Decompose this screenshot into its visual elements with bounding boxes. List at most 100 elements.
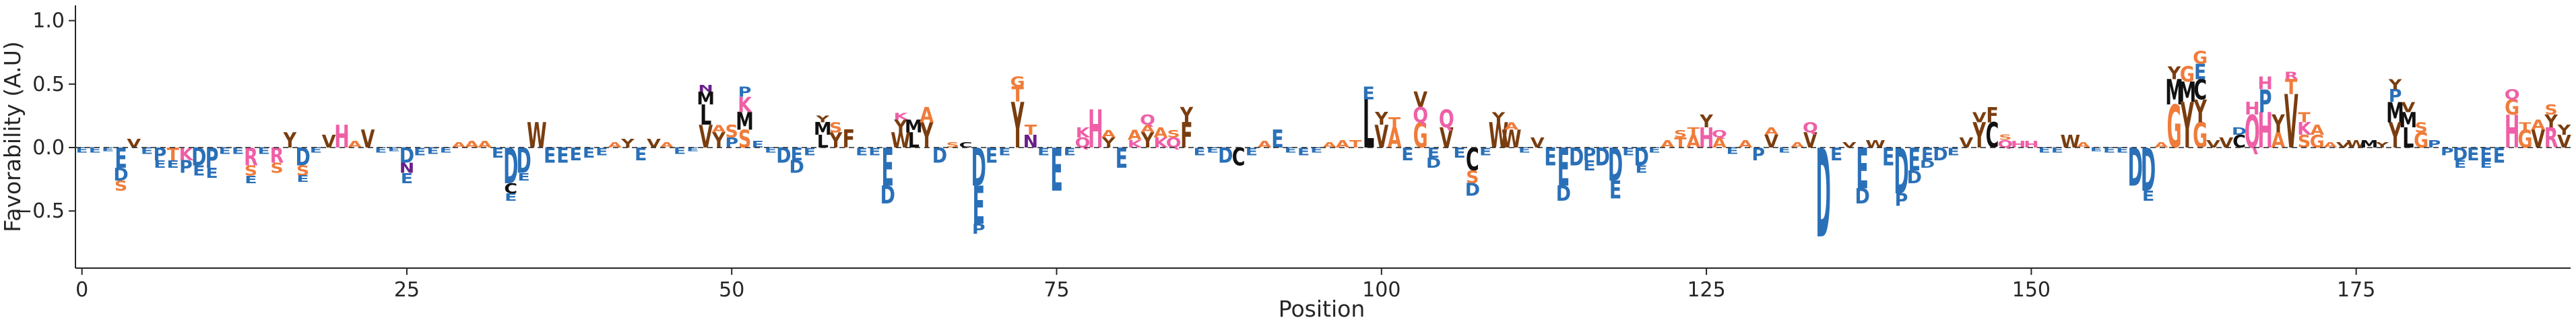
- logo-letter: A: [1140, 123, 1155, 135]
- logo-letter: E: [856, 146, 868, 158]
- x-tick-label: 100: [1362, 278, 1400, 302]
- logo-letter: M: [905, 117, 923, 137]
- logo-letter: E: [752, 139, 764, 150]
- logo-letter: Q: [1712, 129, 1727, 141]
- logo-letter: E: [193, 163, 205, 179]
- logo-letter: D: [516, 141, 531, 181]
- logo-letter: C: [1986, 115, 1999, 156]
- logo-letter: S: [738, 125, 751, 154]
- logo-letter: A: [712, 123, 726, 135]
- logo-letter: V: [1960, 135, 1974, 151]
- logo-letter: E: [544, 143, 556, 168]
- logo-letter: P: [179, 158, 193, 177]
- logo-letter: P: [1895, 191, 1908, 210]
- logo-letter: S: [2414, 119, 2427, 135]
- logo-letter: W: [1502, 125, 1522, 154]
- logo-letter: L: [1363, 86, 1374, 164]
- logo-letter: S: [829, 119, 842, 135]
- logo-letter: E: [1037, 146, 1050, 158]
- logo-letter: K: [179, 145, 194, 164]
- logo-letter: D: [1218, 143, 1233, 168]
- logo-letter: E: [1557, 137, 1570, 198]
- logo-letter: S: [1167, 129, 1180, 141]
- logo-letter: E: [1297, 146, 1310, 158]
- logo-letter: E: [1285, 146, 1297, 154]
- logo-letter: E: [1544, 142, 1556, 171]
- logo-letter: Y: [2388, 76, 2402, 92]
- logo-letter: E: [1727, 146, 1739, 156]
- logo-letter: A: [2272, 128, 2286, 152]
- logo-letter: F: [1986, 102, 1998, 127]
- x-tick-label: 75: [1043, 278, 1069, 302]
- logo-letter: E: [1856, 137, 1868, 201]
- logo-letter: Y: [893, 117, 907, 137]
- logo-letter: Y: [1140, 128, 1155, 152]
- logo-letter: E: [205, 165, 218, 181]
- logo-letter: M: [2399, 108, 2417, 132]
- logo-letter: F: [1180, 115, 1192, 156]
- logo-letter: D: [880, 181, 895, 210]
- logo-letter: D: [776, 143, 791, 168]
- logo-letter: E: [296, 174, 309, 184]
- logo-letter: E: [2038, 146, 2050, 154]
- logo-letter: E: [2103, 146, 2115, 154]
- logo-letter: V: [2206, 139, 2220, 151]
- logo-letter: M: [814, 120, 832, 139]
- logo-letter: E: [1116, 143, 1128, 174]
- logo-letter: E: [75, 146, 88, 154]
- logo-letter: Y: [2193, 93, 2208, 129]
- logo-letter: A: [465, 139, 480, 150]
- logo-letter: T: [2298, 109, 2311, 125]
- logo-letter: A: [1661, 139, 1675, 151]
- logo-letter: Y: [1101, 135, 1116, 151]
- logo-letter: Y: [620, 137, 635, 151]
- logo-letter: E: [583, 145, 595, 161]
- logo-letter: Y: [2388, 115, 2402, 156]
- logo-letter: K: [894, 111, 909, 121]
- logo-letter: K: [1076, 125, 1091, 141]
- logo-letter: G: [2414, 128, 2428, 152]
- logo-letter: V: [1972, 109, 1987, 125]
- logo-letter: D: [1426, 155, 1441, 171]
- logo-letter: E: [89, 146, 101, 154]
- logo-letter: P: [1751, 145, 1765, 164]
- x-tick-label: 175: [2337, 278, 2375, 302]
- logo-letter: Y: [1491, 109, 1506, 125]
- logo-letter: A: [348, 139, 362, 150]
- logo-letter: Y: [283, 128, 297, 152]
- logo-letter: E: [686, 147, 699, 153]
- logo-letter: P: [2259, 83, 2272, 119]
- logo-letter: C: [1232, 142, 1246, 171]
- logo-letter: E: [1271, 125, 1283, 154]
- logo-letter: L: [2402, 123, 2414, 154]
- logo-letter: A: [920, 102, 934, 127]
- logo-letter: E: [635, 145, 647, 164]
- logo-letter: A: [1336, 139, 1350, 151]
- logo-letter: T: [1025, 122, 1037, 138]
- logo-letter: D: [113, 165, 128, 185]
- logo-letter: E: [998, 146, 1010, 158]
- logo-letter: V: [699, 119, 713, 155]
- logo-letter: S: [245, 163, 257, 179]
- logo-letter: E: [1609, 175, 1621, 204]
- logo-letter: Y: [1374, 110, 1388, 129]
- logo-letter: E: [245, 174, 257, 186]
- logo-letter: P: [972, 221, 986, 237]
- logo-letter: P: [205, 143, 219, 174]
- logo-letter: E: [973, 175, 985, 236]
- x-tick-label: 125: [1687, 278, 1725, 302]
- logo-letter: R: [270, 143, 284, 168]
- logo-letter: F: [843, 125, 855, 154]
- logo-letter: T: [1011, 82, 1024, 106]
- logo-letter: D: [1595, 142, 1610, 171]
- logo-letter: V: [2531, 125, 2545, 154]
- logo-letter: E: [765, 146, 777, 154]
- logo-letter: E: [1622, 146, 1634, 158]
- logo-letter: E: [2142, 188, 2154, 204]
- logo-letter: A: [1258, 139, 1273, 150]
- logo-letter: S: [2298, 132, 2311, 152]
- logo-letter: D: [1933, 145, 1947, 164]
- logo-letter: D: [399, 143, 414, 168]
- logo-letter: D: [932, 143, 947, 168]
- y-axis: −0.5 0.0 0.5 1.0: [15, 5, 76, 268]
